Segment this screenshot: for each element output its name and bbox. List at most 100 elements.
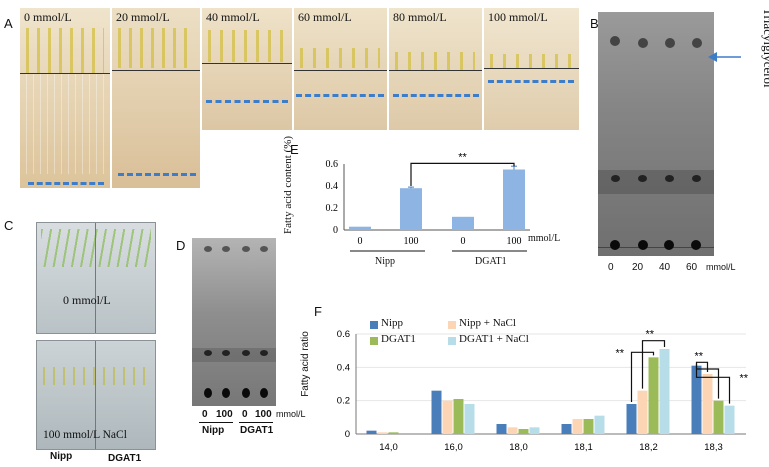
f-significance-label: ** (646, 329, 655, 341)
tlc-spot (610, 36, 620, 46)
tlc-spot (638, 38, 648, 48)
f-significance-label: ** (695, 350, 704, 362)
plate-midline (95, 341, 96, 449)
f-bar-14-0-1 (377, 432, 388, 434)
tlc-d-tick: 100 (216, 409, 233, 420)
tlc-spot (242, 350, 250, 356)
legend-label: Nipp (381, 317, 403, 329)
f-bar-18-3-0 (691, 365, 702, 434)
f-bar-18-0-1 (507, 427, 518, 434)
f-bar-18-3-3 (724, 405, 735, 434)
e-significance-bracket (410, 162, 515, 186)
seedling-shoots (395, 52, 475, 70)
tlc-spot (204, 246, 212, 252)
line-label-dgat1: DGAT1 (240, 425, 274, 436)
panel-label-b: B (590, 16, 599, 31)
chart-f: 0 0.2 0.4 0.6 14,0 16,0 18,0 18,1 18,2 18,3 ** ** **… (337, 329, 749, 453)
tlc-spot (204, 350, 212, 356)
e-ytick-label: 0.6 (326, 159, 339, 170)
legend-swatch (370, 321, 378, 329)
tlc-b-tick-40: 40 (659, 262, 671, 273)
root-length-marker (488, 80, 574, 83)
triacylglycerol-label: Triacylglycerol (761, 8, 769, 88)
e-ytick-label: 0 (333, 225, 338, 236)
seedling-shoots (300, 48, 380, 68)
e-bar (452, 216, 474, 230)
seedling-photo-0: 0 mmol/L (20, 8, 110, 188)
panel-label-c: C (4, 218, 14, 233)
tlc-spot (260, 388, 268, 398)
plate-label-control: 0 mmol/L (63, 293, 111, 307)
f-xtick-label: 18,1 (574, 442, 593, 453)
concentration-label: 100 mmol/L (488, 10, 548, 24)
tlc-spot (260, 350, 268, 356)
f-xtick-label: 14,0 (379, 442, 398, 453)
f-bar-16-0-2 (453, 399, 464, 434)
f-bar-16-0-3 (464, 404, 475, 434)
line-label-nipp: Nipp (202, 425, 225, 436)
e-ytick-label: 0.4 (326, 181, 339, 192)
tlc-d-tick: 0 (202, 409, 208, 420)
seed-line (294, 70, 387, 71)
f-bracket-183-c (695, 363, 731, 404)
f-ytick-label: 0.2 (337, 396, 350, 407)
seedling-photo-60: 60 mmol/L (294, 8, 387, 130)
plate-control: 0 mmol/L (36, 222, 156, 334)
seed-line (112, 70, 200, 71)
tlc-spot (638, 175, 647, 182)
concentration-label: 60 mmol/L (298, 10, 352, 24)
f-bar-18-2-1 (637, 390, 648, 434)
tlc-spot (691, 240, 701, 250)
f-ytick-label: 0 (345, 429, 350, 440)
seedling-shoots (208, 30, 286, 62)
tlc-spot (692, 175, 701, 182)
tlc-spot (222, 246, 230, 252)
f-bar-18-2-3 (659, 349, 670, 434)
f-bar-18-1-2 (583, 419, 594, 434)
e-xtick-label: 100 (507, 236, 522, 247)
f-ytick-label: 0.6 (337, 329, 350, 340)
tlc-spot (610, 240, 620, 250)
tlc-spot (665, 38, 675, 48)
line-label-dgat1: DGAT1 (108, 453, 142, 464)
tlc-d-underline (239, 422, 273, 423)
panel-label-f: F (314, 304, 322, 319)
seedling-photo-80: 80 mmol/L (389, 8, 482, 130)
f-xtick-label: 18,0 (509, 442, 528, 453)
e-bar (503, 169, 525, 230)
legend-swatch (448, 321, 456, 329)
e-xtick-label: 0 (461, 236, 466, 247)
seedling-shoots (118, 28, 194, 68)
f-bar-16-0-0 (431, 390, 442, 434)
seedling-shoots (41, 229, 151, 267)
tlc-spot (692, 38, 702, 48)
tlc-spot (242, 246, 250, 252)
e-significance-label: ** (458, 151, 467, 163)
tlc-b-tick-20: 20 (632, 262, 644, 273)
tlc-spot (638, 240, 648, 250)
chart-e: 0 0.2 0.4 0.6 0 100 0 100 ** (326, 151, 530, 252)
concentration-label: 80 mmol/L (393, 10, 447, 24)
plate-midline (95, 223, 96, 333)
tlc-band (192, 348, 276, 362)
root-length-marker (393, 94, 479, 97)
e-xtick-label: 100 (404, 236, 419, 247)
f-bar-16-0-1 (442, 400, 453, 434)
f-bar-18-1-0 (561, 424, 572, 434)
e-xtick-label: 0 (358, 236, 363, 247)
panel-label-d: D (176, 238, 186, 253)
root-length-marker (118, 173, 196, 176)
seed-line (202, 63, 292, 64)
root-length-marker (28, 182, 104, 185)
concentration-label: 20 mmol/L (116, 10, 170, 24)
e-bar (400, 188, 422, 230)
tlc-spot (204, 388, 212, 398)
root-length-marker (296, 94, 384, 97)
tlc-d-underline (199, 422, 233, 423)
f-ylabel: Fatty acid ratio (300, 331, 311, 397)
f-bar-18-2-2 (648, 357, 659, 434)
tlc-d-unit: mmol/L (276, 409, 306, 419)
concentration-label: 40 mmol/L (206, 10, 260, 24)
seedling-photo-100: 100 mmol/L (484, 8, 579, 130)
legend-label: Nipp + NaCl (459, 317, 516, 329)
